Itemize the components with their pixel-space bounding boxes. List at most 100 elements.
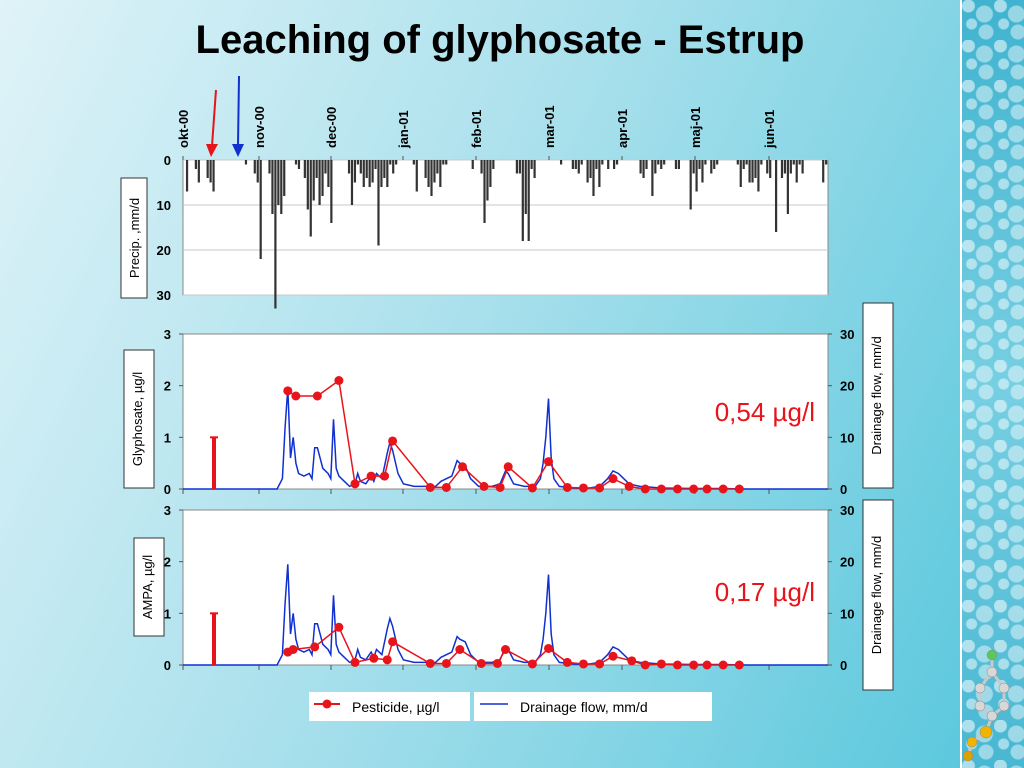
molecule-atom [974,682,986,694]
precip-bar [318,160,321,205]
precip-bar [244,160,248,165]
precip-bar [492,160,495,169]
precip-bar [559,160,563,165]
ampa-pesticide-point [334,622,344,632]
precip-bar [798,160,801,165]
precip-bar [615,160,619,165]
month-label: maj-01 [688,107,703,148]
precip-bar [580,160,583,165]
precip-bar [439,160,442,187]
month-label: okt-00 [176,110,191,148]
precip-bar [577,160,580,174]
ampa-right-tick-label: 20 [840,555,854,570]
precip-bar [713,160,716,169]
glyphosate-pesticide-point [578,483,588,493]
precip-bar [259,160,262,259]
ampa-pesticide-point [492,658,502,668]
precip-ylabel: Precip. ,mm/d [127,198,142,278]
ampa-right-tick-label: 30 [840,503,854,518]
precip-bar [530,160,533,169]
precip-bar [774,160,778,232]
precip-bar [209,160,212,183]
precip-bar [586,160,589,183]
precip-bar [380,160,383,187]
precip-bar [736,160,739,165]
precip-bar [521,160,524,241]
month-label: dec-00 [324,107,339,148]
molecule-atom [962,750,974,762]
glyphosate-ylabel: Glyphosate, µg/l [130,372,145,466]
precip-bar [271,160,274,214]
precip-bar [595,160,598,169]
precip-bar [315,160,318,178]
glyphosate-pesticide-point [458,462,467,472]
precip-bar [701,160,704,183]
ampa-pesticide-point [544,643,553,653]
precip-bar [412,160,415,165]
red-arrow-head [206,144,218,157]
precip-bar [212,160,215,192]
precip-bar [698,160,701,169]
precip-bar [642,160,645,178]
precip-bar [601,160,604,165]
glyphosate-pesticide-point [734,484,744,494]
glyphosate-pesticide-point [656,484,666,494]
precip-bar [321,160,324,196]
precip-bar [392,160,395,174]
precip-bar [710,160,713,174]
blue-arrow-shaft [237,75,240,147]
precip-bar [515,160,519,174]
blue-arrow-head [232,144,244,157]
ampa-right-tick-label: 0 [840,658,847,673]
ampa-pesticide-point [689,660,699,670]
glyphosate-annotation: 0,54 µg/l [715,397,815,427]
precip-bar [330,160,333,223]
ampa-pesticide-point [350,657,360,667]
molecule-atom [986,710,998,722]
precip-bar [356,160,359,165]
glyphosate-pesticide-point [291,391,301,401]
precip-bar [527,160,530,241]
precip-bar [825,160,828,165]
precip-chart: 0 10 20 30 okt-00 nov-00 dec-00 jan-01 feb-01 mar… [120,75,829,309]
precip-tick-label: 20 [157,243,171,258]
glyphosate-pesticide-point [624,481,634,491]
glyphosate-pesticide-point [689,484,699,494]
precip-bar [433,160,436,183]
molecule-atom [986,649,998,661]
glyphosate-pesticide-point [673,484,682,494]
glyphosate-pesticide-point [283,386,293,396]
molecule-icon [962,649,1010,762]
ampa-pesticide-point [476,658,486,668]
precip-bar [256,160,259,183]
glyphosate-left-tick-label: 3 [164,327,171,342]
precip-bar [654,160,657,174]
glyphosate-pesticide-point [425,482,435,492]
precip-bar [194,160,197,169]
precip-bar [748,160,751,183]
precip-bar [306,160,309,210]
water-drops-sidebar [960,0,1024,768]
precip-bar [751,160,754,183]
ampa-pesticide-point [562,657,572,667]
slide-title: Leaching of glyphosate - Estrup [195,18,805,62]
precip-bar [760,160,763,165]
precip-bar [607,160,610,169]
ampa-pesticide-point [501,645,510,654]
ampa-pesticide-line [287,626,740,666]
legend-drainage-label: Drainage flow, mm/d [520,699,648,715]
glyphosate-ylabel2-box [862,302,894,489]
month-label: nov-00 [252,106,267,148]
molecule-atom [998,682,1010,694]
precip-bar [789,160,792,174]
precip-bar [371,160,374,183]
precip-tick-label: 0 [164,153,171,168]
glyphosate-right-tick-label: 30 [840,327,854,342]
precip-bar [324,160,327,174]
ampa-plot-area [182,509,829,666]
precip-bar [822,160,825,183]
molecule-atom [974,700,986,712]
precip-bar [486,160,489,201]
ampa-pesticide-point [578,659,588,669]
precip-bar [613,160,616,169]
